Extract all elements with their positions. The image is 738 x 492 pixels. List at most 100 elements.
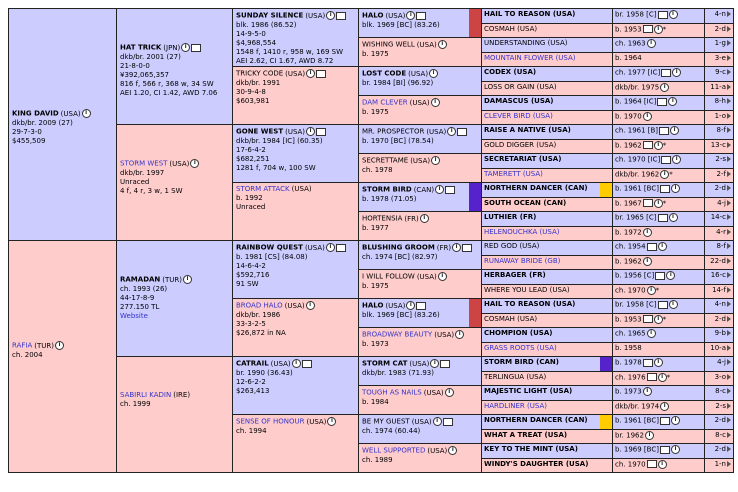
info-icon[interactable]: i	[190, 159, 200, 168]
ancestor-name-link[interactable]: HAIL TO REASON (USA)	[484, 300, 576, 308]
ancestor-name-link[interactable]: MOUNTAIN FLOWER (USA)	[484, 53, 576, 62]
book-icon[interactable]	[336, 11, 347, 20]
book-icon[interactable]	[416, 11, 427, 20]
ancestor-name-link[interactable]: DAMASCUS (USA)	[484, 97, 554, 105]
expand-arrow-icon[interactable]	[727, 330, 731, 336]
book-icon[interactable]	[661, 155, 672, 164]
info-icon[interactable]: i	[455, 330, 465, 339]
info-icon[interactable]: i	[653, 358, 663, 367]
expand-arrow-icon[interactable]	[727, 228, 731, 235]
info-icon[interactable]: i	[305, 301, 315, 310]
expand-arrow-icon[interactable]	[727, 446, 731, 452]
info-icon[interactable]: i	[452, 243, 462, 252]
ancestor-name-link[interactable]: RED GOD (USA)	[484, 242, 540, 250]
horse-name-link[interactable]: WISHING WELL	[362, 40, 415, 49]
expand-arrow-icon[interactable]	[727, 11, 731, 17]
info-icon[interactable]: i	[432, 417, 442, 426]
book-icon[interactable]	[440, 359, 451, 368]
horse-name-link[interactable]: STORM BIRD	[362, 185, 412, 194]
ancestor-name-link[interactable]: LOSS OR GAIN (USA)	[484, 82, 557, 91]
expand-arrow-icon[interactable]	[727, 170, 731, 177]
ancestor-name-link[interactable]: HAIL TO REASON (USA)	[484, 10, 576, 18]
info-icon[interactable]: i	[666, 271, 676, 280]
horse-name-link[interactable]: BROADWAY BEAUTY	[362, 330, 433, 339]
horse-name-link[interactable]: RAINBOW QUEST	[236, 243, 303, 252]
expand-arrow-icon[interactable]	[727, 69, 731, 75]
info-icon[interactable]: i	[642, 111, 652, 121]
info-icon[interactable]: i	[646, 285, 656, 295]
info-icon[interactable]: i	[642, 227, 652, 237]
info-icon[interactable]: i	[291, 359, 301, 368]
book-icon[interactable]	[445, 185, 456, 194]
ancestor-name-link[interactable]: GOLD DIGGER (USA)	[484, 140, 557, 149]
book-icon[interactable]	[457, 127, 468, 136]
expand-arrow-icon[interactable]	[727, 301, 731, 307]
info-icon[interactable]: i	[448, 446, 458, 455]
book-icon[interactable]	[191, 43, 202, 52]
ancestor-name-link[interactable]: RUNAWAY BRIDE (GB)	[484, 256, 561, 265]
horse-name-link[interactable]: DAM CLEVER	[362, 98, 408, 107]
horse-name-link[interactable]: TOUGH AS NAILS	[362, 388, 422, 397]
ancestor-name-link[interactable]: CLEVER BIRD (USA)	[484, 111, 553, 120]
expand-arrow-icon[interactable]	[727, 214, 731, 220]
horse-name-link[interactable]: HALO	[362, 11, 384, 20]
info-icon[interactable]: i	[430, 359, 440, 368]
expand-arrow-icon[interactable]	[727, 185, 731, 191]
info-icon[interactable]: i	[670, 416, 680, 425]
horse-name-link[interactable]: SABIRLI KADIN	[120, 391, 172, 399]
ancestor-name-link[interactable]: COSMAH (USA)	[484, 314, 538, 323]
info-icon[interactable]: i	[437, 40, 447, 49]
info-icon[interactable]: i	[672, 68, 682, 77]
ancestor-name-link[interactable]: WHAT A TREAT (USA)	[484, 430, 568, 439]
horse-name-link[interactable]: GONE WEST	[236, 127, 284, 136]
expand-arrow-icon[interactable]	[727, 402, 731, 409]
info-icon[interactable]: i	[653, 314, 663, 324]
ancestor-name-link[interactable]: COSMAH (USA)	[484, 24, 538, 33]
book-icon[interactable]	[659, 184, 670, 193]
horse-name-link[interactable]: RAFIA	[12, 341, 33, 350]
ancestor-name-link[interactable]: LUTHIER (FR)	[484, 213, 537, 221]
book-icon[interactable]	[646, 242, 657, 251]
info-icon[interactable]: i	[660, 82, 670, 92]
expand-arrow-icon[interactable]	[727, 359, 731, 365]
horse-name-link[interactable]: SUNDAY SILENCE	[236, 11, 304, 20]
ancestor-name-link[interactable]: NORTHERN DANCER (CAN)	[484, 184, 588, 192]
expand-arrow-icon[interactable]	[727, 156, 731, 162]
info-icon[interactable]: i	[642, 256, 652, 266]
info-icon[interactable]: i	[657, 372, 667, 382]
horse-name-link[interactable]: WELL SUPPORTED	[362, 446, 426, 455]
info-icon[interactable]: i	[406, 301, 416, 310]
info-icon[interactable]: i	[430, 98, 440, 107]
book-icon[interactable]	[642, 25, 653, 33]
info-icon[interactable]: i	[653, 198, 663, 208]
horse-name-link[interactable]: BLUSHING GROOM	[362, 243, 435, 252]
horse-name-link[interactable]: LOST CODE	[362, 69, 407, 78]
book-icon[interactable]	[657, 300, 668, 309]
info-icon[interactable]: i	[670, 126, 680, 135]
book-icon[interactable]	[659, 445, 670, 454]
book-icon[interactable]	[462, 243, 473, 252]
ancestor-name-link[interactable]: NORTHERN DANCER (CAN)	[484, 416, 588, 424]
expand-arrow-icon[interactable]	[727, 417, 731, 423]
book-icon[interactable]	[646, 373, 657, 381]
expand-arrow-icon[interactable]	[727, 25, 731, 32]
horse-name-link[interactable]: STORM ATTACK	[236, 185, 290, 193]
info-icon[interactable]: i	[183, 275, 193, 284]
book-icon[interactable]	[335, 243, 346, 252]
info-icon[interactable]: i	[325, 243, 335, 252]
ancestor-name-link[interactable]: GRASS ROOTS (USA)	[484, 343, 557, 352]
info-icon[interactable]: i	[644, 430, 654, 440]
info-icon[interactable]: i	[429, 69, 439, 78]
expand-arrow-icon[interactable]	[727, 199, 731, 206]
book-icon[interactable]	[661, 68, 672, 77]
horse-name-link[interactable]: BE MY GUEST	[362, 417, 410, 426]
expand-arrow-icon[interactable]	[727, 40, 731, 46]
horse-name-link[interactable]: HALO	[362, 301, 384, 310]
info-icon[interactable]: i	[660, 401, 670, 411]
info-icon[interactable]: i	[444, 388, 454, 397]
info-icon[interactable]: i	[660, 169, 670, 179]
info-icon[interactable]: i	[306, 127, 316, 136]
expand-arrow-icon[interactable]	[727, 243, 731, 249]
ancestor-name-link[interactable]: RAISE A NATIVE (USA)	[484, 126, 571, 134]
horse-name-link[interactable]: I WILL FOLLOW	[362, 272, 415, 281]
